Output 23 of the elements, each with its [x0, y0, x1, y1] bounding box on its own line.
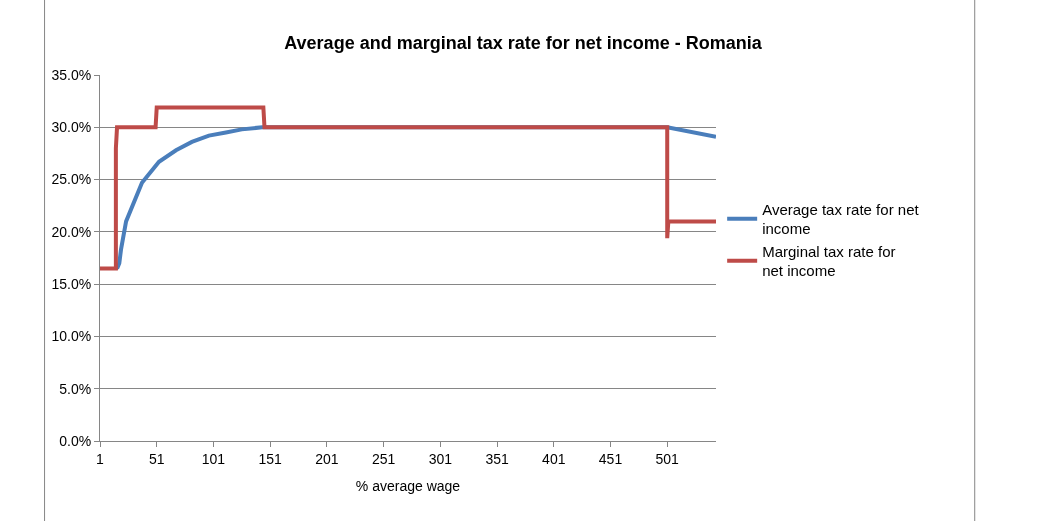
x-axis-title: % average wage [355, 478, 461, 495]
x-tick-label: 51 [148, 450, 165, 467]
y-tick-label: 10.0% [51, 328, 92, 345]
y-tick-label: 0.0% [59, 432, 92, 449]
x-tick-label: 251 [371, 450, 396, 467]
x-tick-label: 451 [598, 450, 623, 467]
x-tick-label: 351 [485, 450, 509, 467]
legend-label: Average tax rate for net income [762, 200, 920, 238]
y-tick-label: 30.0% [51, 119, 92, 136]
x-tick-label: 401 [542, 450, 566, 467]
y-tick-label: 5.0% [59, 380, 92, 397]
chart-title: Average and marginal tax rate for net income - Romania [284, 33, 763, 54]
x-tick-label: 201 [315, 450, 339, 467]
x-tick-label: 301 [428, 450, 453, 467]
y-tick-label: 35.0% [51, 66, 92, 83]
y-tick-label: 25.0% [51, 171, 92, 188]
y-tick-label: 15.0% [51, 276, 92, 293]
x-tick-label: 501 [655, 450, 680, 467]
x-tick-label: 101 [201, 450, 226, 467]
legend-label: Marginal tax rate for net income [762, 242, 896, 280]
x-tick-label: 151 [258, 450, 283, 467]
x-tick-label: 1 [96, 450, 105, 467]
y-tick-label: 20.0% [51, 223, 92, 240]
